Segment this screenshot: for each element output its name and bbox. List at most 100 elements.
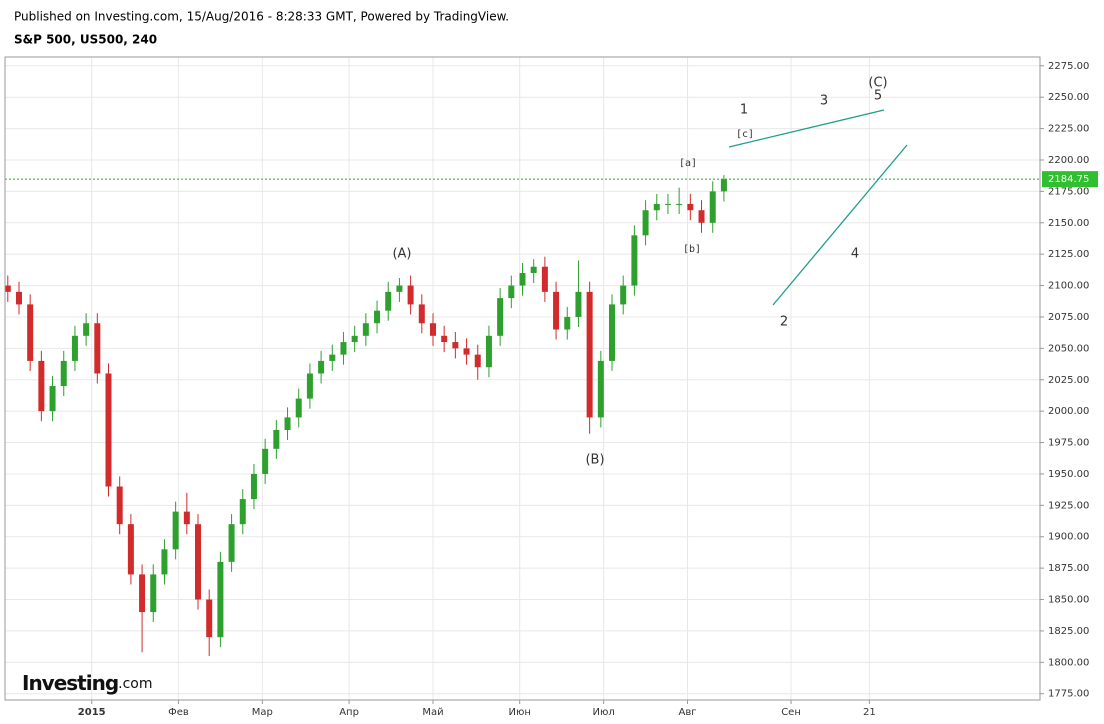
candle-body: [38, 360, 45, 412]
candle-body: [508, 285, 515, 299]
candle-body: [318, 360, 325, 374]
candle-body: [161, 549, 168, 575]
candle-body: [374, 310, 381, 324]
y-tick-label: 1950.00: [1048, 469, 1089, 480]
last-price-box: [1042, 171, 1098, 188]
candle-body: [631, 235, 638, 286]
logo: Investing.com: [22, 671, 153, 695]
candle-body: [306, 373, 313, 399]
candle-body: [150, 574, 157, 613]
candle-body: [497, 298, 504, 336]
y-tick-label: 1925.00: [1048, 500, 1089, 511]
candle-body: [295, 398, 302, 418]
y-tick-label: 2250.00: [1048, 92, 1089, 103]
candle-body: [4, 285, 11, 292]
wave-label: [a]: [679, 158, 697, 169]
chart-title: S&P 500, US500, 240: [14, 33, 157, 47]
y-tick-label: 2000.00: [1048, 406, 1089, 417]
y-tick-label: 2050.00: [1048, 343, 1089, 354]
candle-body: [340, 342, 347, 355]
candle-body: [385, 291, 392, 311]
candle-body: [250, 473, 257, 500]
y-tick-label: 2175.00: [1048, 186, 1089, 197]
x-tick-label: Апр: [339, 707, 359, 718]
logo-name: Investing: [22, 671, 118, 695]
candle-body: [541, 266, 548, 292]
y-tick-label: 2200.00: [1048, 155, 1089, 166]
candle-body: [396, 285, 403, 292]
candle-body: [83, 323, 90, 336]
candle-body: [452, 342, 459, 349]
x-tick-label: Май: [422, 707, 443, 718]
candle-body: [709, 191, 716, 223]
candle-body: [687, 203, 694, 211]
candle-body: [676, 203, 683, 205]
y-tick-label: 1825.00: [1048, 626, 1089, 637]
y-tick-label: 1900.00: [1048, 532, 1089, 543]
wave-label: 3: [820, 94, 828, 109]
candle-body: [273, 429, 280, 449]
wave-label: (A): [392, 247, 411, 262]
y-tick-label: 2150.00: [1048, 218, 1089, 229]
y-tick-label: 2025.00: [1048, 375, 1089, 386]
x-tick-label: 2015: [78, 707, 106, 718]
candle-body: [597, 360, 604, 418]
x-tick-label: 21: [863, 707, 876, 718]
wave-label: (B): [585, 453, 604, 468]
y-tick-label: 2125.00: [1048, 249, 1089, 260]
candle-body: [530, 266, 537, 274]
candle-body: [664, 203, 671, 205]
y-tick-label: 1875.00: [1048, 563, 1089, 574]
candle-body: [609, 304, 616, 361]
candle-body: [94, 323, 101, 374]
candle-body: [407, 285, 414, 305]
candle-body: [15, 291, 22, 305]
candle-body: [217, 561, 224, 638]
candle-body: [206, 599, 213, 638]
candle-body: [463, 348, 470, 355]
candle-body: [698, 210, 705, 223]
wave-label: (C): [868, 76, 887, 91]
x-tick-label: Мар: [252, 707, 273, 718]
x-tick-label: Сен: [781, 707, 801, 718]
candle-body: [485, 335, 492, 368]
candle-body: [362, 323, 369, 336]
candle-body: [284, 417, 291, 430]
candle-body: [553, 291, 560, 330]
candle-body: [429, 323, 436, 336]
wave-label: 2: [780, 315, 788, 330]
candle-body: [105, 373, 112, 487]
y-tick-label: 2100.00: [1048, 281, 1089, 292]
wave-label: [b]: [683, 244, 701, 255]
logo-suffix: .com: [118, 676, 152, 692]
candle-body: [49, 386, 56, 412]
candle-body: [262, 448, 269, 474]
wave-label: [c]: [736, 129, 754, 140]
header: Published on Investing.com, 15/Aug/2016 …: [14, 10, 509, 24]
y-tick-label: 2275.00: [1048, 61, 1089, 72]
y-tick-label: 2225.00: [1048, 124, 1089, 135]
candle-body: [127, 524, 134, 575]
candle-body: [139, 574, 146, 613]
trend-line: [772, 144, 908, 306]
candle-body: [183, 511, 190, 525]
x-tick-label: Фев: [168, 707, 189, 718]
candle-body: [27, 304, 34, 361]
wave-label: 5: [874, 89, 882, 104]
candle-body: [720, 179, 727, 192]
candle-body: [418, 304, 425, 324]
candle-body: [116, 486, 123, 525]
candle-body: [620, 285, 627, 305]
y-tick-label: 2075.00: [1048, 312, 1089, 323]
y-tick-label: 1775.00: [1048, 689, 1089, 700]
candle-body: [71, 335, 78, 361]
candle-body: [564, 316, 571, 330]
last-price-label: 2184.75: [1048, 174, 1089, 185]
candle-body: [586, 291, 593, 418]
candle-body: [474, 354, 481, 368]
y-tick-label: 1975.00: [1048, 438, 1089, 449]
candle-body: [441, 335, 448, 343]
candle-body: [519, 273, 526, 286]
trend-line: [728, 109, 885, 148]
